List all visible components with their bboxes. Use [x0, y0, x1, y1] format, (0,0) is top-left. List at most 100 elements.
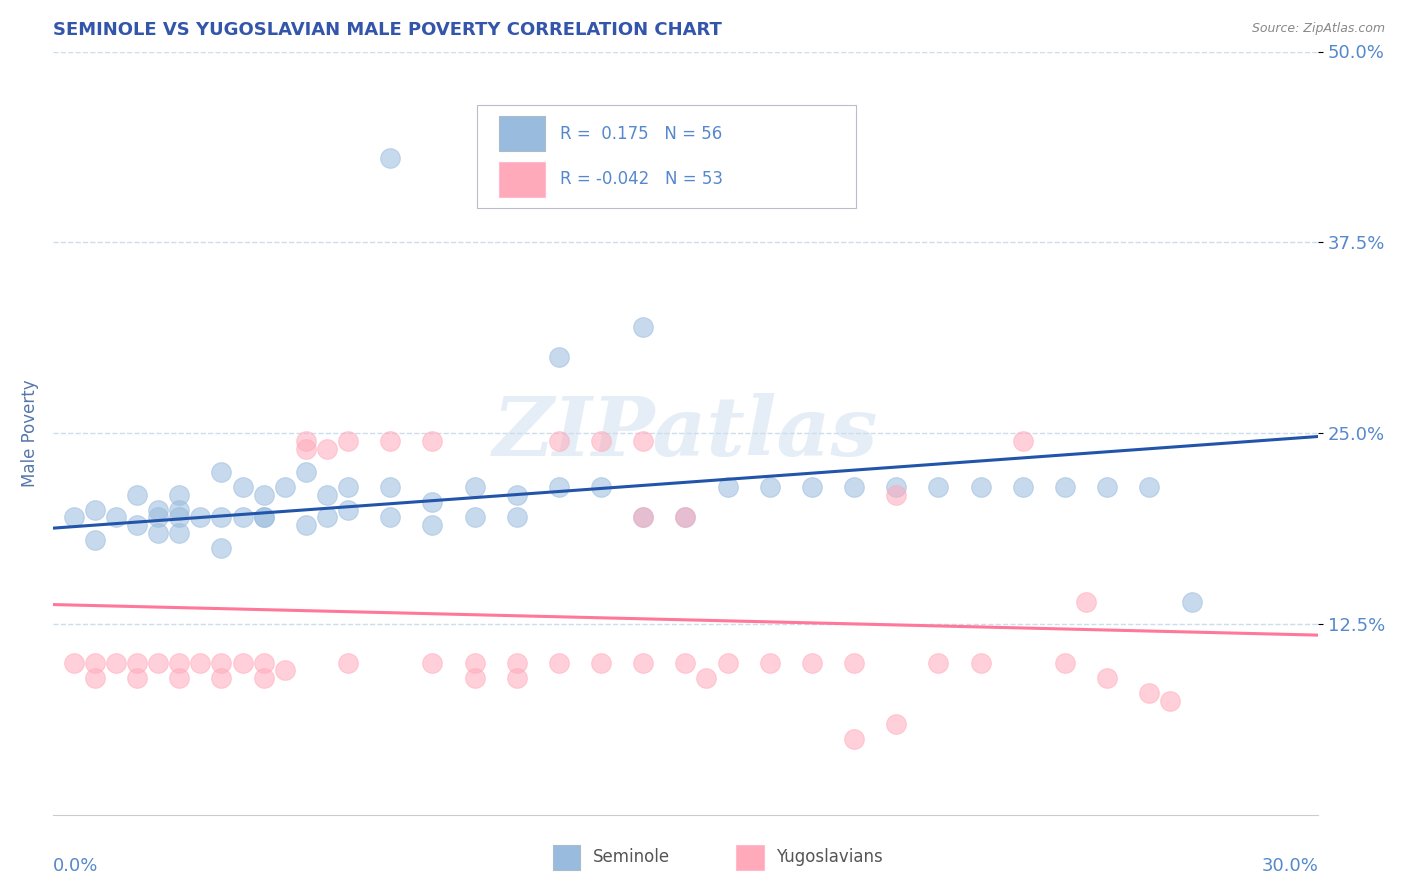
Point — [273, 663, 295, 677]
Point — [125, 487, 148, 501]
Point — [589, 434, 612, 448]
Point — [83, 671, 105, 685]
Point — [463, 510, 485, 524]
Point — [167, 510, 190, 524]
Point — [378, 480, 401, 494]
Point — [62, 510, 84, 524]
Point — [231, 480, 253, 494]
FancyBboxPatch shape — [499, 116, 546, 152]
Point — [716, 480, 738, 494]
Text: SEMINOLE VS YUGOSLAVIAN MALE POVERTY CORRELATION CHART: SEMINOLE VS YUGOSLAVIAN MALE POVERTY COR… — [52, 21, 721, 39]
Point — [315, 442, 337, 456]
Point — [209, 541, 232, 555]
Point — [1137, 686, 1160, 700]
Point — [104, 510, 127, 524]
Point — [969, 656, 991, 670]
Point — [631, 434, 654, 448]
Point — [378, 510, 401, 524]
Point — [673, 510, 696, 524]
Point — [695, 671, 717, 685]
Point — [167, 503, 190, 517]
FancyBboxPatch shape — [499, 161, 546, 197]
FancyBboxPatch shape — [553, 846, 581, 870]
Point — [884, 487, 907, 501]
Point — [505, 487, 527, 501]
Point — [252, 510, 274, 524]
Point — [167, 487, 190, 501]
Point — [800, 656, 823, 670]
Point — [589, 480, 612, 494]
Point — [884, 480, 907, 494]
Point — [294, 434, 316, 448]
Point — [252, 656, 274, 670]
Point — [631, 319, 654, 334]
Point — [463, 656, 485, 670]
Point — [589, 656, 612, 670]
Point — [252, 510, 274, 524]
Point — [505, 656, 527, 670]
Text: Seminole: Seminole — [593, 848, 671, 866]
Text: ZIPatlas: ZIPatlas — [492, 393, 879, 474]
Point — [716, 656, 738, 670]
Point — [631, 656, 654, 670]
Point — [969, 480, 991, 494]
Y-axis label: Male Poverty: Male Poverty — [21, 380, 39, 487]
Point — [505, 671, 527, 685]
Point — [83, 503, 105, 517]
Point — [1074, 594, 1097, 608]
Point — [188, 510, 211, 524]
Point — [420, 518, 443, 533]
Point — [273, 480, 295, 494]
Point — [125, 671, 148, 685]
Point — [336, 503, 359, 517]
Point — [758, 480, 780, 494]
Point — [673, 656, 696, 670]
Point — [294, 442, 316, 456]
Point — [209, 656, 232, 670]
Point — [1180, 594, 1202, 608]
Point — [231, 656, 253, 670]
Point — [1095, 480, 1118, 494]
Text: Yugoslavians: Yugoslavians — [776, 848, 883, 866]
Point — [336, 434, 359, 448]
Point — [378, 434, 401, 448]
Point — [800, 480, 823, 494]
Text: Source: ZipAtlas.com: Source: ZipAtlas.com — [1251, 22, 1385, 36]
Point — [1011, 480, 1033, 494]
Point — [927, 656, 949, 670]
Point — [1053, 480, 1076, 494]
Point — [125, 518, 148, 533]
Point — [146, 525, 169, 540]
Point — [315, 510, 337, 524]
Point — [209, 510, 232, 524]
Point — [1137, 480, 1160, 494]
Point — [125, 656, 148, 670]
Point — [420, 495, 443, 509]
Point — [547, 434, 569, 448]
Point — [842, 480, 865, 494]
Point — [336, 656, 359, 670]
Point — [505, 510, 527, 524]
Point — [463, 671, 485, 685]
Point — [927, 480, 949, 494]
Point — [336, 480, 359, 494]
Point — [1053, 656, 1076, 670]
Text: R = -0.042   N = 53: R = -0.042 N = 53 — [560, 170, 723, 188]
Point — [1095, 671, 1118, 685]
Point — [673, 510, 696, 524]
FancyBboxPatch shape — [477, 105, 856, 208]
Point — [631, 510, 654, 524]
Point — [146, 503, 169, 517]
FancyBboxPatch shape — [735, 846, 763, 870]
Point — [378, 152, 401, 166]
Point — [631, 510, 654, 524]
Point — [842, 656, 865, 670]
Text: R =  0.175   N = 56: R = 0.175 N = 56 — [560, 125, 723, 143]
Point — [83, 656, 105, 670]
Point — [209, 671, 232, 685]
Point — [294, 465, 316, 479]
Point — [547, 656, 569, 670]
Point — [209, 465, 232, 479]
Point — [758, 656, 780, 670]
Point — [1011, 434, 1033, 448]
